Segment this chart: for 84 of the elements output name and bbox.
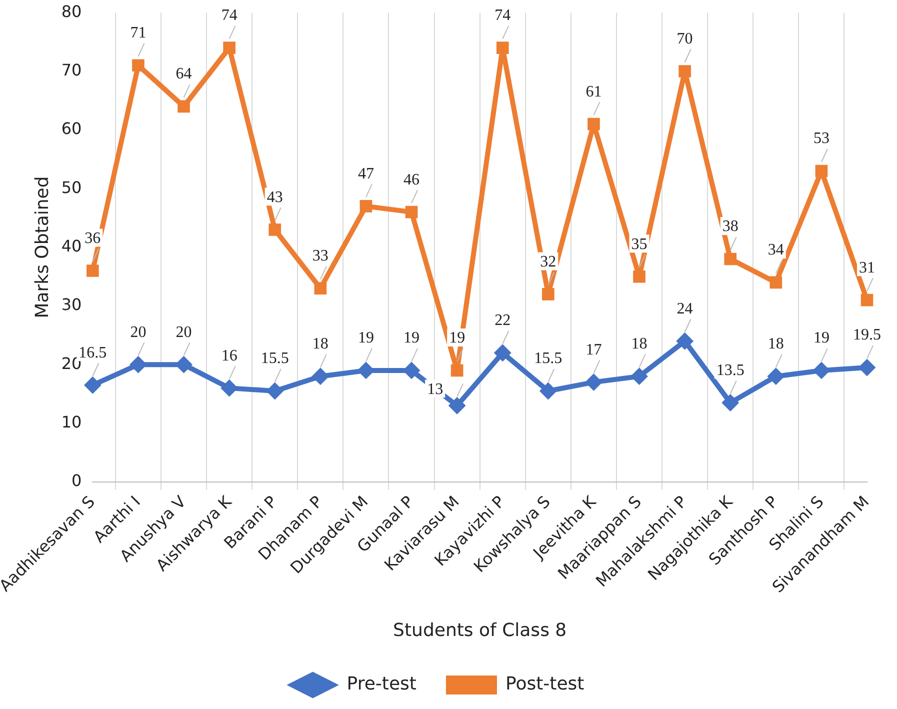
data-label: 13 — [427, 380, 444, 398]
data-label: 16 — [221, 347, 238, 364]
data-label: 43 — [266, 188, 283, 206]
point — [132, 59, 144, 72]
point — [678, 65, 691, 78]
point — [403, 362, 420, 379]
point — [858, 359, 876, 376]
y-tick-label: 60 — [61, 119, 82, 138]
data-label: 18 — [312, 336, 328, 353]
point — [676, 332, 694, 350]
point — [86, 264, 99, 277]
data-label: 13.5 — [716, 362, 744, 379]
point — [542, 288, 554, 300]
data-label: 18 — [768, 336, 784, 353]
data-label: 74 — [221, 7, 238, 24]
point — [770, 276, 782, 289]
data-label: 53 — [813, 130, 830, 148]
data-label: 38 — [722, 218, 738, 236]
point — [540, 382, 557, 400]
y-tick-label: 70 — [61, 60, 82, 80]
point — [312, 368, 329, 385]
point — [223, 42, 236, 54]
point — [767, 368, 784, 385]
point — [496, 42, 509, 54]
point — [585, 374, 602, 391]
data-label: 17 — [586, 341, 602, 358]
data-label: 32 — [540, 253, 556, 270]
data-label: 15.5 — [534, 350, 562, 368]
point — [175, 356, 192, 374]
point — [130, 356, 147, 374]
data-label: 15.5 — [260, 350, 289, 368]
data-label: 46 — [404, 171, 420, 188]
point — [633, 270, 646, 283]
data-label: 71 — [130, 24, 146, 42]
point — [268, 224, 282, 236]
data-label: 20 — [176, 324, 192, 341]
y-tick-label: 80 — [61, 2, 82, 21]
data-label: 61 — [586, 83, 602, 100]
point — [815, 164, 828, 178]
point — [360, 200, 372, 212]
point — [178, 100, 190, 113]
point — [812, 362, 830, 379]
data-label: 70 — [676, 30, 693, 48]
point — [220, 380, 238, 397]
data-label: 47 — [358, 165, 374, 182]
point — [266, 382, 284, 400]
point — [860, 294, 874, 306]
data-label: 22 — [494, 312, 511, 330]
data-label: 64 — [176, 66, 192, 83]
data-label: 19 — [449, 330, 466, 347]
data-label: 19.5 — [853, 326, 881, 344]
y-tick-label: 40 — [61, 236, 82, 256]
x-axis-title: Students of Class 8 — [393, 620, 567, 641]
data-label: 35 — [631, 236, 648, 253]
data-label: 74 — [494, 7, 511, 24]
point — [448, 397, 466, 414]
point — [724, 252, 737, 266]
data-label: 33 — [312, 248, 328, 265]
data-label: 24 — [676, 300, 693, 318]
legend-label: Pre-test — [346, 674, 416, 695]
point — [314, 282, 327, 294]
data-label: 20 — [130, 324, 146, 341]
legend-label: Post-test — [505, 674, 584, 695]
y-tick-label: 50 — [61, 178, 82, 197]
data-label: 34 — [768, 242, 784, 259]
data-label: 31 — [859, 259, 875, 276]
data-label: 19 — [404, 330, 420, 347]
data-label: 16.5 — [78, 344, 107, 362]
y-tick-label: 10 — [61, 412, 82, 432]
data-label: 19 — [813, 330, 830, 347]
point — [84, 376, 102, 394]
point — [630, 368, 648, 385]
point — [722, 394, 739, 412]
point — [357, 362, 374, 379]
y-axis-title: Marks Obtained — [32, 176, 54, 318]
point — [494, 344, 512, 362]
data-label: 18 — [631, 336, 648, 353]
data-label: 19 — [358, 330, 374, 347]
data-label: 36 — [84, 230, 101, 247]
point — [405, 206, 418, 218]
point — [450, 364, 464, 377]
y-tick-label: 0 — [71, 471, 82, 490]
point — [588, 118, 600, 130]
y-tick-label: 30 — [61, 295, 82, 314]
